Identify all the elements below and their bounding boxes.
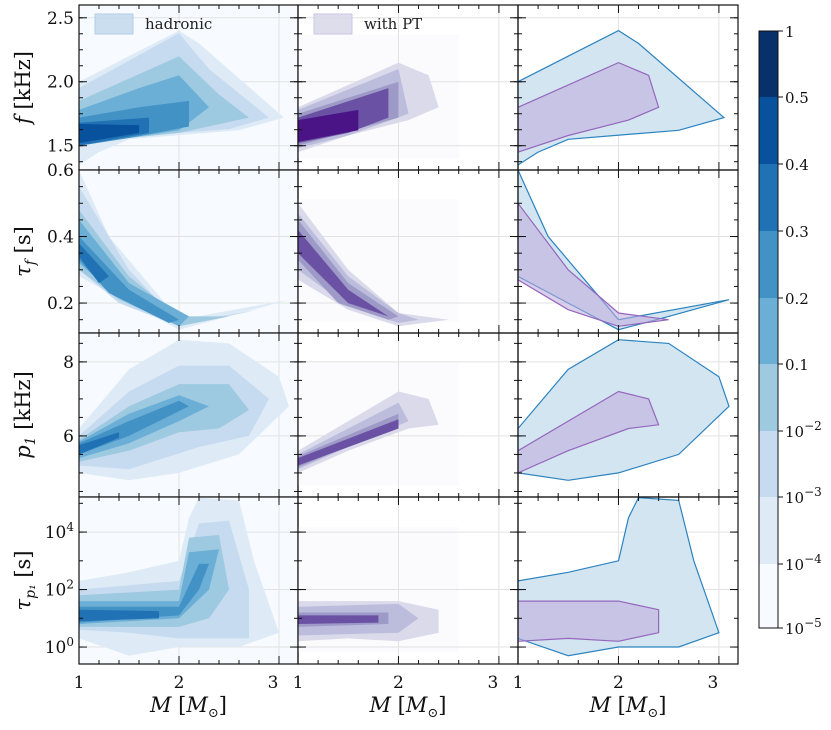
- panel-frame: [517, 496, 739, 665]
- colorbar-tick-label: 0.3: [785, 223, 809, 241]
- plot-area: [298, 497, 518, 664]
- panel-r0-c0: 1.5 2.0 2.5 0.6: [47, 4, 299, 181]
- plot-area: [79, 333, 298, 497]
- panel-r2-c2: [517, 332, 739, 498]
- panel-r2-c1: [297, 332, 519, 498]
- panel-r3-c2: 1 2 3: [513, 496, 739, 693]
- pt-outline: [518, 390, 660, 474]
- x-tick-label: 2: [393, 673, 404, 693]
- panel-r2-c0: 68: [63, 332, 299, 498]
- y-axis-label: p1 [kHz]: [11, 371, 39, 459]
- colorbar-segment: [759, 564, 778, 628]
- x-tick-label: 3: [487, 673, 498, 693]
- y-axis-label: τf [s]: [11, 226, 39, 277]
- plot-area: [79, 170, 298, 333]
- colorbar-tick-label: 1: [785, 23, 795, 41]
- hadronic-contour-level-2: [79, 209, 229, 327]
- hadronic-contour-level-6: [79, 124, 139, 144]
- colorbar-segment: [759, 97, 778, 164]
- legend-swatch: [313, 13, 353, 35]
- colorbar-segment: [759, 31, 778, 97]
- y-axis-label: f [kHz]: [11, 51, 35, 126]
- x-tick-label: 1: [74, 673, 85, 693]
- hadronic-contour-level-5: [79, 609, 159, 622]
- pt-outline: [518, 600, 660, 642]
- y-tick-label: 6: [63, 427, 74, 447]
- plot-area: [298, 5, 518, 170]
- x-tick-label: 2: [613, 673, 624, 693]
- x-tick-label: 3: [268, 673, 279, 693]
- y-tick-label: 102: [45, 578, 74, 601]
- panel-r1-c0: 0.2 0.4: [47, 169, 299, 334]
- y-tick-label: 2.0: [47, 73, 74, 93]
- pt-contour-level-4: [298, 109, 359, 142]
- x-tick-label: 1: [293, 673, 304, 693]
- panel-r3-c1: 1 2 3: [293, 496, 519, 693]
- panel-r1-c1: [297, 169, 519, 334]
- hadronic-contour-level-5: [79, 432, 119, 455]
- legend-label: hadronic: [145, 15, 212, 33]
- colorbar-tick-label: 10−3: [785, 485, 822, 507]
- y-tick-label: 8: [63, 353, 74, 373]
- x-tick-label: 2: [174, 673, 185, 693]
- y-tick-label: 100: [45, 635, 74, 658]
- plot-area: [79, 497, 298, 664]
- panel-r1-c2: [517, 169, 739, 334]
- plot-area: [518, 170, 738, 333]
- x-tick-label: 3: [707, 673, 718, 693]
- colorbar-segment: [759, 364, 778, 431]
- colorbar-tick-label: 0.1: [785, 356, 809, 374]
- colorbar-segment: [759, 164, 778, 231]
- panel-r0-c2: [517, 4, 739, 171]
- legend-swatch: [94, 13, 134, 35]
- x-axis-label: M [M⊙]: [149, 693, 227, 721]
- colorbar-tick-label: 10−4: [785, 552, 822, 574]
- colorbar-tick-label: 0.4: [785, 156, 809, 174]
- hadronic-contour-level-5: [79, 243, 109, 284]
- y-tick-label: 0.6: [47, 161, 74, 181]
- colorbar-frame: [758, 30, 779, 629]
- plot-area: [518, 497, 738, 664]
- x-axis-label: M [M⊙]: [368, 693, 446, 721]
- plot-area: [298, 170, 518, 333]
- x-tick-label: 1: [513, 673, 524, 693]
- plot-area: [79, 5, 298, 170]
- panel-r0-c1: [297, 4, 519, 171]
- colorbar-segment: [759, 497, 778, 564]
- colorbar-tick-label: 0.2: [785, 290, 809, 308]
- y-tick-label: 1.5: [47, 137, 74, 157]
- pt-outline: [518, 202, 669, 327]
- pt-outline: [518, 61, 660, 153]
- pt-contour-level-3: [298, 615, 379, 624]
- plot-area: [518, 5, 738, 170]
- colorbar-segment: [759, 298, 778, 364]
- plot-area: [518, 333, 738, 497]
- panel-r3-c0: 100 102 104 1 2 3: [45, 496, 299, 693]
- y-tick-label: 0.2: [47, 294, 74, 314]
- y-tick-label: 104: [45, 520, 75, 543]
- colorbar-segment: [759, 431, 778, 497]
- colorbar-tick-label: 10−5: [785, 616, 822, 638]
- legend-label: with PT: [364, 15, 422, 33]
- colorbar-tick-label: 0.5: [785, 89, 809, 107]
- y-tick-label: 0.4: [47, 228, 74, 248]
- y-axis-label: τp₁ [s]: [11, 550, 39, 610]
- plot-area: [298, 333, 518, 497]
- x-axis-label: M [M⊙]: [588, 693, 666, 721]
- pt-contour-level-3: [298, 419, 399, 466]
- colorbar-segment: [759, 231, 778, 298]
- hadronic-contour-level-4: [79, 563, 209, 623]
- y-tick-label: 2.5: [47, 9, 74, 29]
- colorbar-tick-label: 10−2: [785, 419, 822, 441]
